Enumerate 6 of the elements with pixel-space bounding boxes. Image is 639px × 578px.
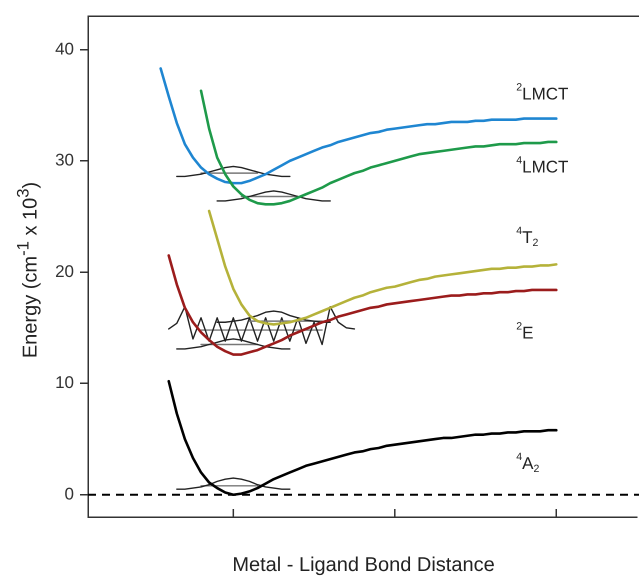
y-tick-label: 10 (55, 373, 74, 392)
y-tick-label: 40 (55, 39, 74, 58)
x-axis-title: Metal - Ligand Bond Distance (231, 554, 496, 577)
y-tick-label: 0 (64, 484, 74, 504)
y-tick-label: 20 (55, 262, 74, 281)
y-tick-label: 30 (55, 150, 74, 170)
